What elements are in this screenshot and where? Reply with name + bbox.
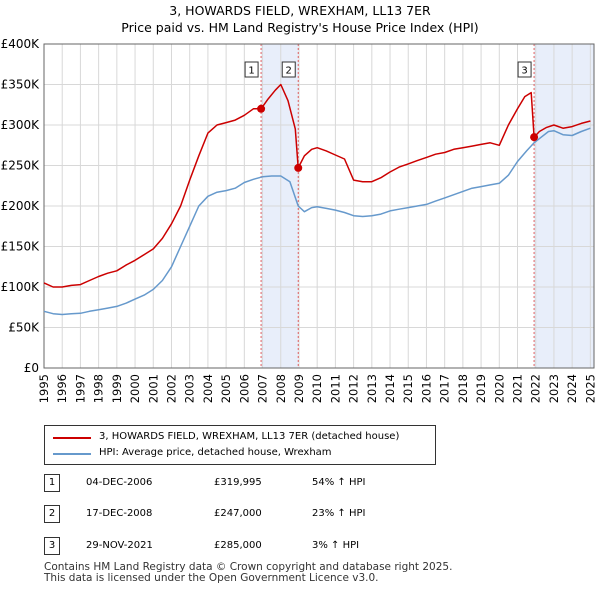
x-tick-label: 2024 [565, 374, 579, 403]
sale-point [257, 104, 266, 113]
x-tick-label: 2012 [347, 374, 361, 403]
property-price-line [43, 83, 591, 288]
chart-title: 3, HOWARDS FIELD, WREXHAM, LL13 7ER [169, 3, 431, 18]
sale-number-badge: 2 [44, 505, 60, 523]
x-tick-label: 2018 [456, 374, 470, 403]
legend-hpi-swatch [53, 453, 91, 455]
sale-date: 04-DEC-2006 [86, 477, 153, 488]
x-tick-label: 2021 [511, 374, 525, 403]
sale-hpi-change: 23% ↑ HPI [312, 508, 366, 519]
sale-point [294, 163, 303, 172]
x-tick-label: 2016 [419, 374, 433, 403]
sale-price: £285,000 [214, 540, 262, 551]
y-tick-label: £0 [24, 361, 39, 375]
sale-point [530, 133, 539, 142]
x-tick-label: 2010 [310, 374, 324, 403]
x-tick-label: 2022 [529, 374, 543, 403]
x-tick-label: 2008 [274, 374, 288, 403]
sale-price: £319,995 [214, 477, 262, 488]
plot-frame [43, 43, 595, 369]
sale-date: 29-NOV-2021 [86, 540, 153, 551]
x-tick-label: 2003 [183, 374, 197, 403]
sale-number-label: 2 [286, 66, 292, 77]
sale-row: 3 29-NOV-2021 £285,000 3% ↑ HPI [44, 537, 564, 555]
sale-row: 1 04-DEC-2006 £319,995 54% ↑ HPI [44, 474, 564, 492]
legend-property-label: 3, HOWARDS FIELD, WREXHAM, LL13 7ER (det… [99, 431, 400, 442]
x-tick-label: 2001 [146, 374, 160, 403]
x-tick-label: 2020 [492, 374, 506, 403]
y-tick-label: £150K [1, 240, 41, 254]
x-tick-label: 2023 [547, 374, 561, 403]
footer-licence: This data is licensed under the Open Gov… [44, 572, 379, 584]
footer-copyright: Contains HM Land Registry data © Crown c… [44, 561, 453, 573]
sale-number-badge: 3 [44, 537, 60, 555]
x-tick-label: 2009 [292, 374, 306, 403]
y-tick-label: £200K [1, 199, 41, 213]
x-tick-label: 2004 [201, 374, 215, 403]
x-tick-label: 2014 [383, 374, 397, 403]
x-tick-label: 1999 [110, 374, 124, 403]
legend-property-swatch [53, 437, 91, 439]
y-tick-label: £250K [1, 159, 41, 173]
sale-number-label: 1 [248, 66, 254, 77]
x-tick-label: 1998 [92, 374, 106, 403]
sale-number-box [281, 61, 296, 78]
legend: 3, HOWARDS FIELD, WREXHAM, LL13 7ER (det… [44, 425, 436, 465]
sale-hpi-change: 54% ↑ HPI [312, 477, 366, 488]
x-tick-label: 2013 [365, 374, 379, 403]
y-tick-label: £300K [1, 118, 41, 132]
x-tick-label: 2011 [328, 374, 342, 403]
x-tick-label: 2015 [401, 374, 415, 403]
hpi-line [43, 127, 591, 316]
legend-hpi-label: HPI: Average price, detached house, Wrex… [99, 447, 332, 458]
chart-subtitle: Price paid vs. HM Land Registry's House … [121, 20, 479, 35]
x-tick-label: 2025 [583, 374, 597, 403]
sale-number-box [517, 61, 532, 78]
x-tick-label: 1996 [55, 374, 69, 403]
x-tick-label: 2006 [237, 374, 251, 403]
x-tick-label: 2005 [219, 374, 233, 403]
x-tick-label: 2017 [438, 374, 452, 403]
sale-number-badge: 1 [44, 474, 60, 492]
x-tick-label: 1995 [37, 374, 51, 403]
x-tick-label: 2002 [164, 374, 178, 403]
price-chart: £0 £50K £100K £150K £200K £250K £300K £350K £400… [1, 37, 598, 403]
sale-price: £247,000 [214, 508, 262, 519]
sale-number-label: 3 [521, 66, 527, 77]
sale-hpi-change: 3% ↑ HPI [312, 540, 360, 551]
x-tick-label: 2019 [474, 374, 488, 403]
sale-number-box [244, 61, 259, 78]
y-tick-label: £350K [1, 78, 41, 92]
x-tick-label: 2000 [128, 374, 142, 403]
x-tick-label: 1997 [73, 374, 87, 403]
y-tick-label: £400K [1, 37, 41, 51]
sale-date: 17-DEC-2008 [86, 508, 153, 519]
sale-row: 2 17-DEC-2008 £247,000 23% ↑ HPI [44, 505, 564, 523]
y-tick-label: £50K [8, 321, 40, 335]
y-tick-label: £100K [1, 280, 41, 294]
x-tick-label: 2007 [256, 374, 270, 403]
